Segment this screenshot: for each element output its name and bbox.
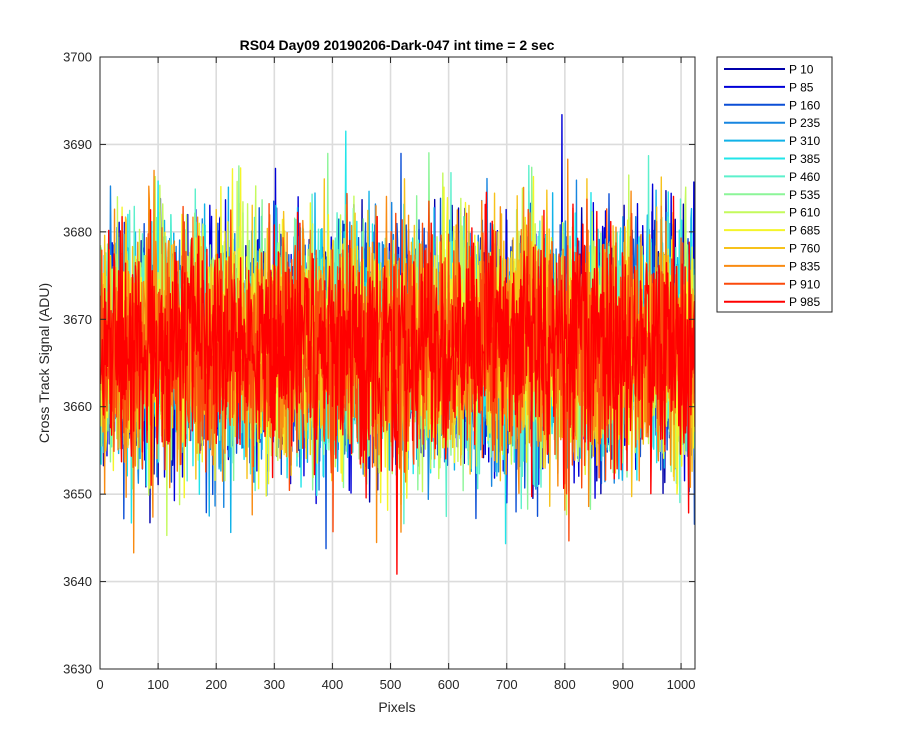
legend-label: P 910 xyxy=(789,277,820,291)
legend-label: P 985 xyxy=(789,295,820,309)
y-tick-label: 3680 xyxy=(63,224,92,239)
axes-box xyxy=(99,56,696,670)
x-tick-label: 500 xyxy=(380,677,402,692)
y-tick-label: 3670 xyxy=(63,312,92,327)
x-tick-label: 800 xyxy=(554,677,576,692)
series-line-p985 xyxy=(100,191,695,575)
legend-label: P 760 xyxy=(789,242,820,256)
y-tick-label: 3630 xyxy=(63,662,92,677)
x-tick-label: 200 xyxy=(205,677,227,692)
legend-label: P 385 xyxy=(789,152,820,166)
chart-title: RS04 Day09 20190206-Dark-047 int time = … xyxy=(240,37,555,53)
x-axis-label: Pixels xyxy=(378,699,415,715)
legend-label: P 160 xyxy=(789,98,820,112)
legend-label: P 235 xyxy=(789,116,820,130)
y-tick-label: 3690 xyxy=(63,137,92,152)
x-tick-label: 600 xyxy=(438,677,460,692)
legend-label: P 85 xyxy=(789,80,814,94)
legend-label: P 610 xyxy=(789,206,820,220)
legend-label: P 685 xyxy=(789,224,820,238)
y-axis: 3630 3640 3650 3660 3670 3680 3690 3700 xyxy=(63,50,695,677)
legend-label: P 310 xyxy=(789,134,820,148)
x-tick-label: 900 xyxy=(612,677,634,692)
x-tick-label: 0 xyxy=(96,677,103,692)
legend-label: P 10 xyxy=(789,63,814,77)
x-tick-label: 400 xyxy=(322,677,344,692)
x-tick-label: 1000 xyxy=(667,677,696,692)
legend: P 10 P 85 P 160 P 235 P 310 P 385 P 460 P 535 P … xyxy=(716,56,833,313)
x-tick-label: 700 xyxy=(496,677,518,692)
legend-label: P 535 xyxy=(789,188,820,202)
y-axis-label: Cross Track Signal (ADU) xyxy=(36,283,52,443)
x-tick-label: 300 xyxy=(263,677,285,692)
plot-area xyxy=(100,114,695,575)
y-tick-label: 3640 xyxy=(63,574,92,589)
legend-label: P 835 xyxy=(789,259,820,273)
y-tick-label: 3650 xyxy=(63,487,92,502)
y-tick-label: 3700 xyxy=(63,50,92,65)
legend-label: P 460 xyxy=(789,170,820,184)
x-axis: 0 100 200 300 400 500 600 700 800 900 1000 xyxy=(96,57,696,692)
y-tick-label: 3660 xyxy=(63,399,92,414)
x-tick-label: 100 xyxy=(147,677,169,692)
legend-box xyxy=(716,56,833,313)
